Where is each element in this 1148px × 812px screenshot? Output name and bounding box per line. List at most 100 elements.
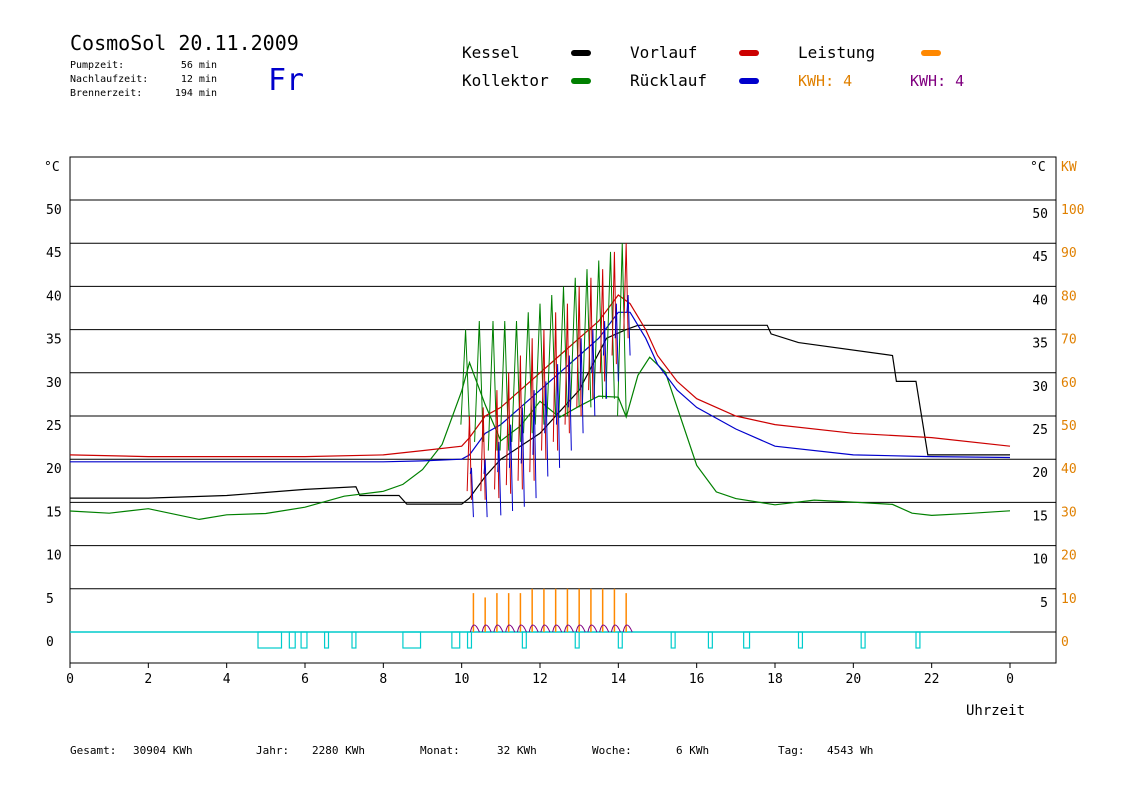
y-tick-kw-10: 10: [1061, 592, 1077, 607]
y-tick-right-40: 40: [1032, 293, 1048, 308]
legend-leistung-swatch: [921, 50, 941, 56]
footer-monat-label: Monat:: [420, 744, 460, 757]
kwh-bump-6: [540, 624, 551, 633]
kwh-bump-3: [505, 624, 516, 633]
legend-kwh-purple: KWH: 4: [910, 72, 964, 90]
legend-kessel-swatch: [571, 50, 591, 56]
ruecklauf-spike-11: [602, 320, 608, 399]
kollektor-spike-13: [617, 243, 627, 417]
footer-tag-value: 4543 Wh: [827, 744, 873, 757]
ruecklauf-spike-9: [579, 338, 584, 434]
y-tick-left-50: 50: [46, 203, 62, 218]
y-tick-left-15: 15: [46, 505, 62, 520]
info-label-nachlaufzeit: Nachlaufzeit:: [70, 74, 148, 85]
y-tick-right-5: 5: [1040, 596, 1048, 611]
kollektor-spike-3: [499, 320, 510, 451]
y-tick-left-25: 25: [46, 419, 62, 434]
legend-ruecklauf-swatch: [739, 78, 759, 84]
kwh-bump-7: [552, 624, 563, 633]
y-tick-right-50: 50: [1032, 207, 1048, 222]
ruecklauf-spike-1: [483, 459, 488, 518]
kollektor-spike-1: [474, 320, 484, 442]
legend-vorlauf-label: Vorlauf: [630, 43, 697, 62]
x-tick-1: 2: [144, 672, 152, 687]
pump-pulse-2: [300, 631, 308, 649]
day-label: Fr: [268, 63, 304, 98]
right-axis-unit-kw: KW: [1061, 160, 1077, 175]
y-tick-right-15: 15: [1032, 509, 1048, 524]
y-tick-kw-40: 40: [1061, 462, 1077, 477]
pump-pulse-14: [797, 631, 804, 649]
x-tick-10: 20: [846, 672, 862, 687]
series-ruecklauf: [70, 311, 1011, 463]
y-tick-kw-30: 30: [1061, 505, 1077, 520]
kollektor-spike-12: [605, 251, 615, 399]
kollektor-spike-2: [487, 320, 498, 451]
footer-monat-value: 32 KWh: [497, 744, 537, 757]
kwh-bump-8: [563, 624, 574, 633]
y-tick-left-30: 30: [46, 376, 62, 391]
series-kessel: [70, 324, 1010, 505]
kwh-bump-5: [528, 624, 539, 633]
pump-pulse-6: [451, 631, 461, 649]
kwh-bump-1: [481, 624, 492, 633]
x-tick-9: 18: [767, 672, 783, 687]
y-tick-right-35: 35: [1032, 337, 1048, 352]
footer-jahr-label: Jahr:: [256, 744, 289, 757]
ruecklauf-spike-2: [497, 441, 502, 516]
ruecklauf-spike-10: [591, 329, 596, 417]
pump-pulse-9: [574, 631, 580, 649]
y-tick-right-20: 20: [1032, 466, 1048, 481]
chart-title: CosmoSol 20.11.2009: [70, 31, 299, 55]
series-lines: [69, 243, 1011, 521]
pump-pulse-5: [402, 631, 422, 649]
x-tick-3: 6: [301, 672, 309, 687]
kwh-bump-10: [587, 624, 598, 633]
footer-woche-label: Woche:: [592, 744, 632, 757]
pump-pulse-1: [288, 631, 296, 649]
kwh-bump-2: [493, 624, 504, 633]
y-ticks-right: 5 10 15 20 25 30 35 40 45 50: [1032, 207, 1048, 611]
x-axis-label: Uhrzeit: [966, 703, 1025, 719]
y-tick-left-10: 10: [46, 549, 62, 564]
y-tick-kw-70: 70: [1061, 333, 1077, 348]
kwh-bump-12: [610, 624, 621, 633]
footer-gesamt-value: 30904 KWh: [133, 744, 193, 757]
info-value-nachlaufzeit: 12 min: [181, 74, 217, 85]
y-tick-left-45: 45: [46, 246, 62, 261]
pump-pulse-3: [323, 631, 330, 649]
footer-gesamt-label: Gesamt:: [70, 744, 116, 757]
ruecklauf-spike-12: [614, 303, 619, 382]
footer-jahr-value: 2280 KWh: [312, 744, 365, 757]
x-tick-2: 4: [223, 672, 231, 687]
x-tick-8: 16: [689, 672, 705, 687]
y-tick-kw-100: 100: [1061, 203, 1084, 218]
kwh-bump-9: [575, 624, 586, 633]
legend-kollektor-swatch: [571, 78, 591, 84]
y-tick-kw-0: 0: [1061, 635, 1069, 650]
x-tick-5: 10: [454, 672, 470, 687]
legend-vorlauf-swatch: [739, 50, 759, 56]
y-tick-kw-50: 50: [1061, 419, 1077, 434]
kwh-bump-13: [622, 624, 633, 633]
pump-pulse-4: [351, 631, 357, 649]
series-kollektor: [69, 356, 1011, 521]
info-value-pumpzeit: 56 min: [181, 60, 217, 71]
y-tick-left-0: 0: [46, 635, 54, 650]
y-tick-kw-90: 90: [1061, 246, 1077, 261]
footer-woche-value: 6 KWh: [676, 744, 709, 757]
pump-pulse-10: [617, 631, 623, 649]
kollektor-spike-11: [593, 260, 604, 399]
y-tick-right-30: 30: [1032, 380, 1048, 395]
y-tick-left-35: 35: [46, 333, 62, 348]
x-tick-6: 12: [532, 672, 548, 687]
x-tick-12: 0: [1006, 672, 1014, 687]
ruecklauf-spike-13: [626, 295, 631, 356]
x-tick-0: 0: [66, 672, 74, 687]
x-tick-11: 22: [924, 672, 940, 687]
x-tick-4: 8: [379, 672, 387, 687]
y-tick-kw-80: 80: [1061, 289, 1077, 304]
y-tick-right-45: 45: [1032, 250, 1048, 265]
ruecklauf-spike-6: [544, 381, 549, 477]
y-tick-right-10: 10: [1032, 553, 1048, 568]
